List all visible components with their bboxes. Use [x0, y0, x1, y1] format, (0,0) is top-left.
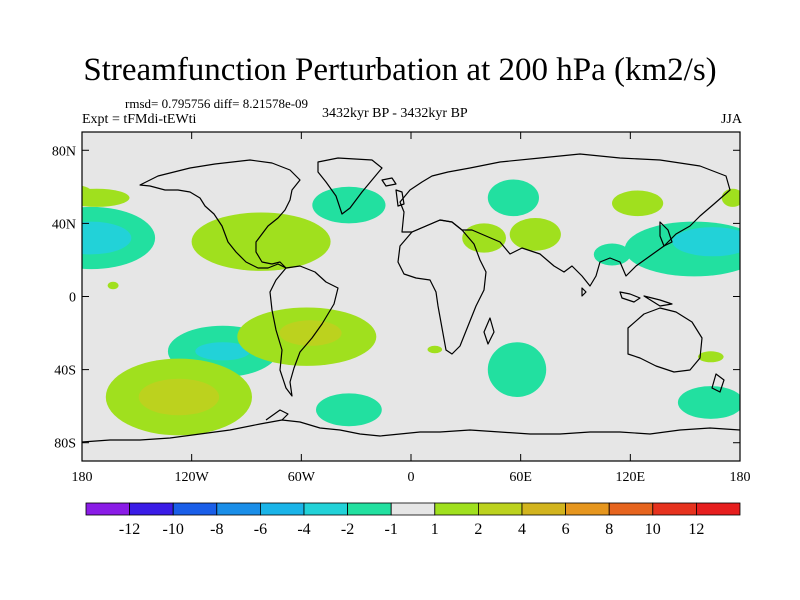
- colorbar-box: [390, 502, 436, 516]
- contour-features: [82, 179, 740, 436]
- colorbar-label: -2: [341, 521, 354, 538]
- x-tick-label: 120E: [616, 470, 646, 485]
- y-tick-label: 80N: [52, 144, 76, 159]
- x-tick-label: 60E: [509, 470, 532, 485]
- colorbar-label: 12: [688, 521, 704, 538]
- contour-region: [195, 342, 251, 361]
- y-tick-label: 80S: [54, 437, 76, 452]
- colorbar-labels: -12 -10 -8 -6 -4 -2 -1 1 2 4 6 8 10 12: [119, 521, 704, 538]
- colorbar-label: -6: [254, 521, 267, 538]
- colorbar: [85, 502, 741, 516]
- colorbar-box: [521, 502, 566, 516]
- colorbar-box: [652, 502, 697, 516]
- contour-region: [427, 345, 443, 354]
- axis-tick-labels: 180 120W 60W 0 60E 120E 180 80N 40N 0 40S 80S: [52, 144, 751, 485]
- colorbar-box: [303, 502, 348, 516]
- contour-region: [312, 186, 386, 224]
- contour-region: [191, 212, 331, 271]
- colorbar-box: [608, 502, 654, 516]
- colorbar-label: -4: [297, 521, 310, 538]
- contour-region: [487, 342, 547, 397]
- colorbar-label: -10: [163, 521, 184, 538]
- contour-region: [698, 351, 724, 363]
- contour-region: [509, 218, 561, 251]
- contour-region: [316, 393, 382, 427]
- colorbar-box: [434, 502, 479, 516]
- colorbar-box: [259, 502, 305, 516]
- colorbar-box: [85, 502, 130, 516]
- contour-region: [672, 227, 740, 257]
- x-tick-label: 180: [72, 470, 93, 485]
- x-tick-label: 60W: [288, 470, 316, 485]
- experiment-label: Expt = tFMdi-tEWti: [82, 112, 197, 127]
- chart-title: Streamfunction Perturbation at 200 hPa (…: [83, 52, 717, 88]
- colorbar-box: [216, 502, 261, 516]
- x-tick-label: 0: [408, 470, 415, 485]
- colorbar-label: 8: [605, 521, 613, 538]
- y-tick-label: 0: [69, 291, 76, 306]
- y-tick-label: 40S: [54, 364, 76, 379]
- period-label: 3432kyr BP - 3432kyr BP: [322, 106, 468, 121]
- colorbar-label: 10: [645, 521, 661, 538]
- colorbar-label: -12: [119, 521, 140, 538]
- colorbar-box: [172, 502, 218, 516]
- x-tick-label: 120W: [175, 470, 210, 485]
- colorbar-label: -1: [385, 521, 398, 538]
- colorbar-box: [129, 502, 174, 516]
- contour-region: [138, 378, 220, 416]
- axis-ticks: [81, 132, 741, 461]
- contour-region: [677, 386, 740, 419]
- colorbar-box: [565, 502, 610, 516]
- season-label: JJA: [720, 112, 742, 127]
- colorbar-label: 4: [518, 521, 526, 538]
- stats-label: rmsd= 0.795756 diff= 8.21578e-09: [125, 96, 309, 111]
- colorbar-box: [477, 502, 523, 516]
- coastline: [82, 153, 740, 443]
- contour-region: [82, 221, 132, 255]
- colorbar-box: [347, 502, 392, 516]
- colorbar-box: [696, 502, 741, 516]
- y-tick-label: 40N: [52, 217, 76, 232]
- colorbar-label: 6: [562, 521, 570, 538]
- contour-region: [487, 179, 539, 217]
- contour-region: [279, 320, 342, 346]
- contour-region: [107, 281, 119, 290]
- contour-region: [82, 188, 130, 207]
- colorbar-label: -8: [210, 521, 223, 538]
- contour-region: [593, 243, 631, 266]
- x-tick-label: 180: [730, 470, 751, 485]
- colorbar-label: 2: [474, 521, 482, 538]
- colorbar-label: 1: [431, 521, 439, 538]
- contour-region: [612, 190, 664, 217]
- contour-region: [82, 185, 93, 203]
